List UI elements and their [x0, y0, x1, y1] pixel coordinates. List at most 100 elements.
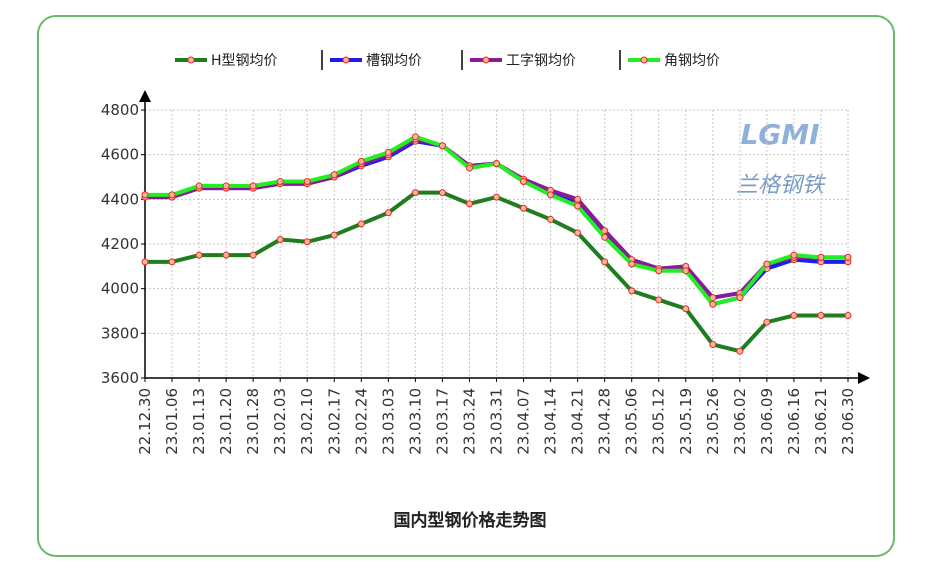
point	[574, 202, 582, 210]
x-tick-label: 23.04.07	[515, 388, 533, 455]
x-tick-label: 23.05.06	[623, 388, 641, 455]
point	[520, 177, 528, 185]
point	[790, 251, 798, 259]
point	[168, 191, 176, 199]
x-tick-label: 23.02.10	[298, 388, 316, 455]
point	[357, 157, 365, 165]
legend-label: H型钢均价	[211, 53, 278, 69]
frame	[37, 15, 895, 557]
point	[628, 260, 636, 268]
x-tick-label: 23.04.14	[542, 388, 560, 455]
point	[276, 236, 284, 244]
point	[628, 287, 636, 295]
legend-marker	[640, 56, 648, 64]
x-tick-label: 23.03.03	[379, 388, 397, 455]
point	[303, 177, 311, 185]
x-tick-label: 23.02.03	[271, 388, 289, 455]
x-tick-label: 23.06.16	[785, 388, 803, 455]
point	[168, 258, 176, 266]
point	[493, 193, 500, 201]
x-tick-label: 23.03.24	[460, 388, 478, 455]
point	[438, 142, 446, 150]
point	[222, 251, 230, 259]
point	[276, 177, 284, 185]
point	[655, 267, 663, 275]
y-tick-label: 4400	[101, 190, 139, 208]
y-axis-arrow	[139, 90, 151, 102]
point	[465, 164, 473, 172]
x-tick-label: 23.05.26	[704, 388, 722, 455]
point	[844, 253, 852, 261]
point	[520, 204, 528, 212]
x-tick-label: 23.04.21	[569, 388, 587, 455]
point	[357, 220, 365, 228]
point	[574, 229, 582, 237]
logo-caption: 兰格钢铁	[736, 173, 827, 198]
point	[763, 318, 771, 326]
x-tick-label: 23.06.02	[731, 388, 749, 455]
point	[195, 251, 203, 259]
x-tick-label: 23.01.20	[217, 388, 235, 455]
point	[411, 189, 419, 197]
legend-label: 工字钢均价	[506, 53, 576, 69]
point	[493, 160, 500, 168]
point	[682, 267, 690, 275]
y-tick-label: 4600	[101, 146, 139, 164]
x-tick-label: 23.06.30	[839, 388, 857, 455]
point	[330, 231, 338, 239]
x-tick-label: 23.04.28	[596, 388, 614, 455]
point	[844, 311, 852, 319]
logo: LGMI	[740, 118, 819, 151]
x-tick-label: 23.03.31	[488, 388, 506, 455]
point	[601, 227, 609, 235]
point	[141, 191, 149, 199]
x-tick-label: 23.03.10	[406, 388, 424, 455]
point	[384, 209, 392, 217]
point	[655, 296, 663, 304]
point	[141, 258, 149, 266]
point	[411, 133, 419, 141]
x-tick-label: 22.12.30	[136, 388, 154, 455]
legend-label: 角钢均价	[664, 53, 720, 69]
point	[195, 182, 203, 190]
point	[384, 148, 392, 156]
x-tick-label: 23.05.12	[650, 388, 668, 455]
point	[736, 347, 744, 355]
x-tick-label: 23.01.13	[190, 388, 208, 455]
point	[601, 233, 609, 241]
point	[736, 294, 744, 302]
point	[709, 341, 717, 348]
legend-marker	[187, 56, 195, 64]
x-tick-label: 23.02.24	[352, 388, 370, 455]
chart-title: 国内型钢价格走势图	[394, 510, 547, 531]
point	[249, 182, 257, 190]
point	[817, 253, 825, 261]
point	[790, 311, 798, 319]
point	[682, 305, 690, 313]
point	[601, 258, 609, 266]
x-tick-label: 23.01.06	[163, 388, 181, 455]
point	[547, 215, 555, 223]
point	[547, 191, 555, 199]
point	[330, 171, 338, 179]
point	[763, 260, 771, 268]
y-tick-label: 4800	[101, 101, 139, 119]
x-tick-label: 23.05.19	[677, 388, 695, 455]
point	[249, 251, 257, 259]
point	[465, 200, 473, 208]
point	[438, 189, 446, 197]
point	[709, 300, 717, 308]
point	[222, 182, 230, 190]
y-tick-label: 3800	[101, 324, 139, 342]
y-tick-label: 4200	[101, 235, 139, 253]
point	[574, 195, 582, 203]
point	[817, 311, 825, 319]
x-tick-label: 23.06.21	[812, 388, 830, 455]
legend-marker	[482, 56, 490, 64]
x-tick-label: 23.01.28	[244, 388, 262, 455]
y-tick-label: 3600	[101, 369, 139, 387]
x-axis-arrow	[858, 372, 870, 384]
legend-label: 槽钢均价	[366, 53, 422, 69]
